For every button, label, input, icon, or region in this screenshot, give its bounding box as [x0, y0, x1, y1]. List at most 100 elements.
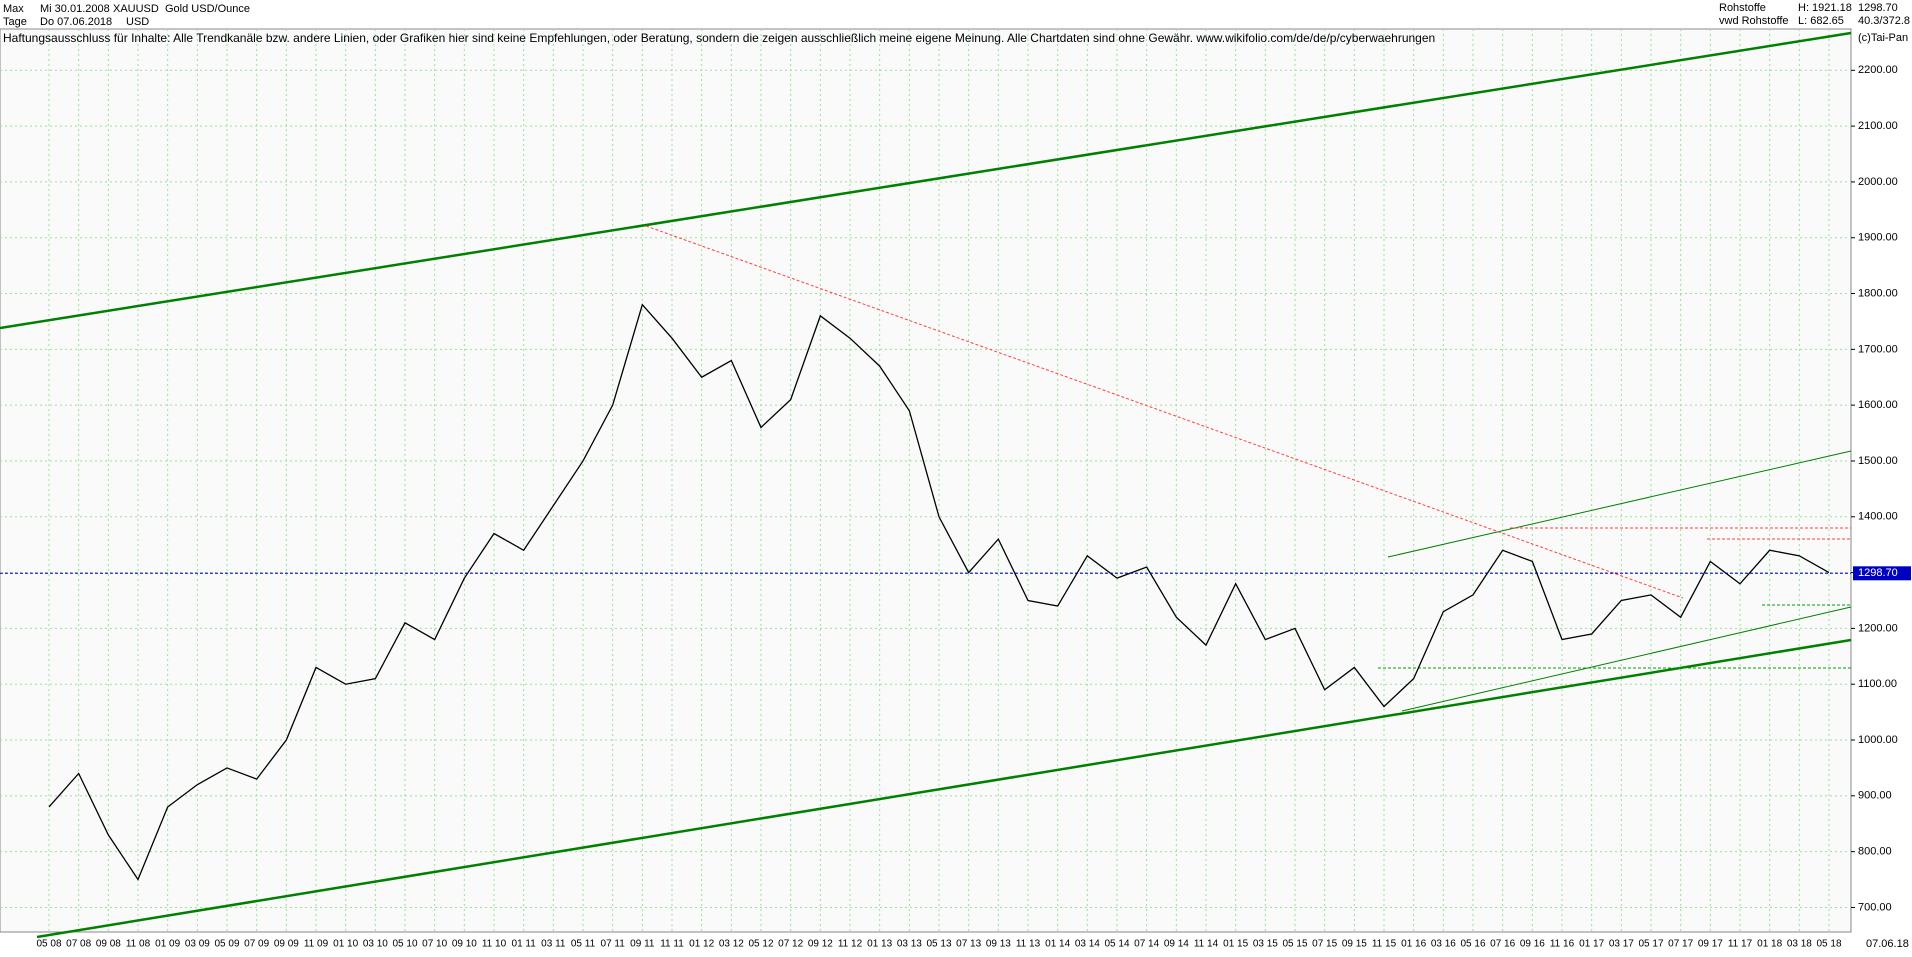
x-tick-label: 01 12	[689, 939, 714, 950]
x-tick-label: 09 15	[1342, 939, 1367, 950]
x-tick-label: 05 12	[748, 939, 773, 950]
x-tick-label: 03 11	[541, 939, 566, 950]
x-tick-label: 11 11	[660, 939, 684, 950]
x-tick-label: 11 13	[1016, 939, 1041, 950]
grid	[0, 29, 1851, 932]
y-tick-label: 1200.00	[1858, 622, 1898, 634]
x-tick-label: 05 08	[36, 939, 61, 950]
x-tick-label: 07 08	[66, 939, 91, 950]
x-tick-label: 01 16	[1401, 939, 1426, 950]
y-tick-label: 2100.00	[1858, 120, 1898, 132]
scale-info: 40.3/372.8	[1858, 15, 1910, 27]
x-tick-label: 01 17	[1579, 939, 1604, 950]
x-tick-label: 05 15	[1282, 939, 1307, 950]
y-tick-label: 1700.00	[1858, 343, 1898, 355]
x-tick-label: 01 14	[1045, 939, 1070, 950]
x-tick-label: 09 08	[96, 939, 121, 950]
x-tick-label: 09 16	[1520, 939, 1545, 950]
last-price: 1298.70	[1858, 2, 1898, 14]
trend-line	[645, 225, 1684, 599]
x-tick-label: 01 09	[155, 939, 180, 950]
end-date: Do 07.06.2018	[40, 16, 112, 28]
price-line	[48, 303, 1830, 881]
x-tick-label: 03 18	[1787, 939, 1812, 950]
y-tick-label: 1400.00	[1858, 511, 1898, 523]
end-label: 07.06.18	[1866, 938, 1909, 950]
x-tick-label: 05 10	[392, 939, 417, 950]
y-tick-label: 2200.00	[1858, 64, 1898, 76]
y-tick-label: 1500.00	[1858, 455, 1898, 467]
trend-line	[0, 31, 1852, 330]
x-tick-label: 07 14	[1134, 939, 1159, 950]
copyright: (c)Tai-Pan	[1858, 32, 1908, 44]
x-tick-label: 03 09	[185, 939, 210, 950]
range[interactable]: Max	[3, 3, 24, 15]
trend-line	[36, 638, 1852, 939]
group: Rohstoffe	[1719, 2, 1766, 14]
source: vwd Rohstoffe	[1719, 15, 1789, 27]
disclaimer: Haftungsausschluss für Inhalte: Alle Tre…	[3, 31, 1435, 45]
x-tick-label: 01 15	[1223, 939, 1248, 950]
x-tick-label: 01 10	[333, 939, 358, 950]
y-tick-label: 1600.00	[1858, 399, 1898, 411]
y-tick-label: 1000.00	[1858, 734, 1898, 746]
period[interactable]: Tage	[3, 16, 27, 28]
y-tick-label: 1900.00	[1858, 232, 1898, 244]
x-tick-label: 07 11	[601, 939, 626, 950]
x-tick-label: 05 17	[1638, 939, 1663, 950]
high: H: 1921.18	[1798, 2, 1852, 14]
x-tick-label: 11 16	[1550, 939, 1575, 950]
x-tick-label: 09 14	[1164, 939, 1189, 950]
y-tick-label: 700.00	[1858, 901, 1892, 913]
x-tick-label: 05 13	[926, 939, 951, 950]
x-tick-label: 03 14	[1075, 939, 1100, 950]
x-tick-label: 07 13	[956, 939, 981, 950]
x-tick-label: 03 15	[1253, 939, 1278, 950]
x-tick-label: 11 15	[1372, 939, 1397, 950]
x-tick-label: 11 09	[304, 939, 329, 950]
y-tick-label: 800.00	[1858, 846, 1892, 858]
x-tick-label: 11 08	[126, 939, 151, 950]
last-price-label: 1298.70	[1858, 567, 1898, 579]
x-tick-label: 07 16	[1490, 939, 1515, 950]
x-tick-label: 05 18	[1816, 939, 1841, 950]
instrument-name: Gold USD/Ounce	[165, 3, 250, 15]
x-tick-label: 03 13	[897, 939, 922, 950]
x-tick-label: 03 10	[363, 939, 388, 950]
x-tick-label: 07 15	[1312, 939, 1337, 950]
x-tick-label: 09 13	[986, 939, 1011, 950]
x-tick-label: 07 17	[1668, 939, 1693, 950]
x-tick-label: 07 09	[244, 939, 269, 950]
x-tick-label: 01 13	[867, 939, 892, 950]
x-tick-label: 09 10	[452, 939, 477, 950]
x-tick-label: 05 14	[1104, 939, 1129, 950]
x-tick-label: 01 18	[1757, 939, 1782, 950]
x-tick-label: 07 12	[778, 939, 803, 950]
x-tick-label: 07 10	[422, 939, 447, 950]
y-tick-label: 2000.00	[1858, 176, 1898, 188]
x-tick-label: 09 12	[808, 939, 833, 950]
x-tick-label: 05 11	[571, 939, 596, 950]
x-tick-label: 09 17	[1698, 939, 1723, 950]
y-tick-label: 900.00	[1858, 790, 1892, 802]
x-tick-label: 05 16	[1460, 939, 1485, 950]
x-tick-label: 11 17	[1728, 939, 1753, 950]
currency: USD	[126, 16, 149, 28]
x-tick-label: 03 16	[1431, 939, 1456, 950]
last-price-box	[1853, 566, 1911, 581]
symbol: XAUUSD	[113, 3, 159, 15]
x-tick-label: 11 14	[1194, 939, 1219, 950]
plot-area	[0, 28, 1852, 933]
x-tick-label: 03 17	[1609, 939, 1634, 950]
y-tick-label: 1800.00	[1858, 287, 1898, 299]
x-tick-label: 09 09	[274, 939, 299, 950]
y-tick-label: 1100.00	[1858, 678, 1897, 690]
x-tick-label: 05 09	[214, 939, 239, 950]
x-tick-label: 03 12	[719, 939, 744, 950]
x-tick-label: 11 12	[838, 939, 863, 950]
trend-line	[1401, 606, 1852, 712]
trend-line	[1387, 450, 1852, 558]
x-tick-label: 09 11	[630, 939, 655, 950]
